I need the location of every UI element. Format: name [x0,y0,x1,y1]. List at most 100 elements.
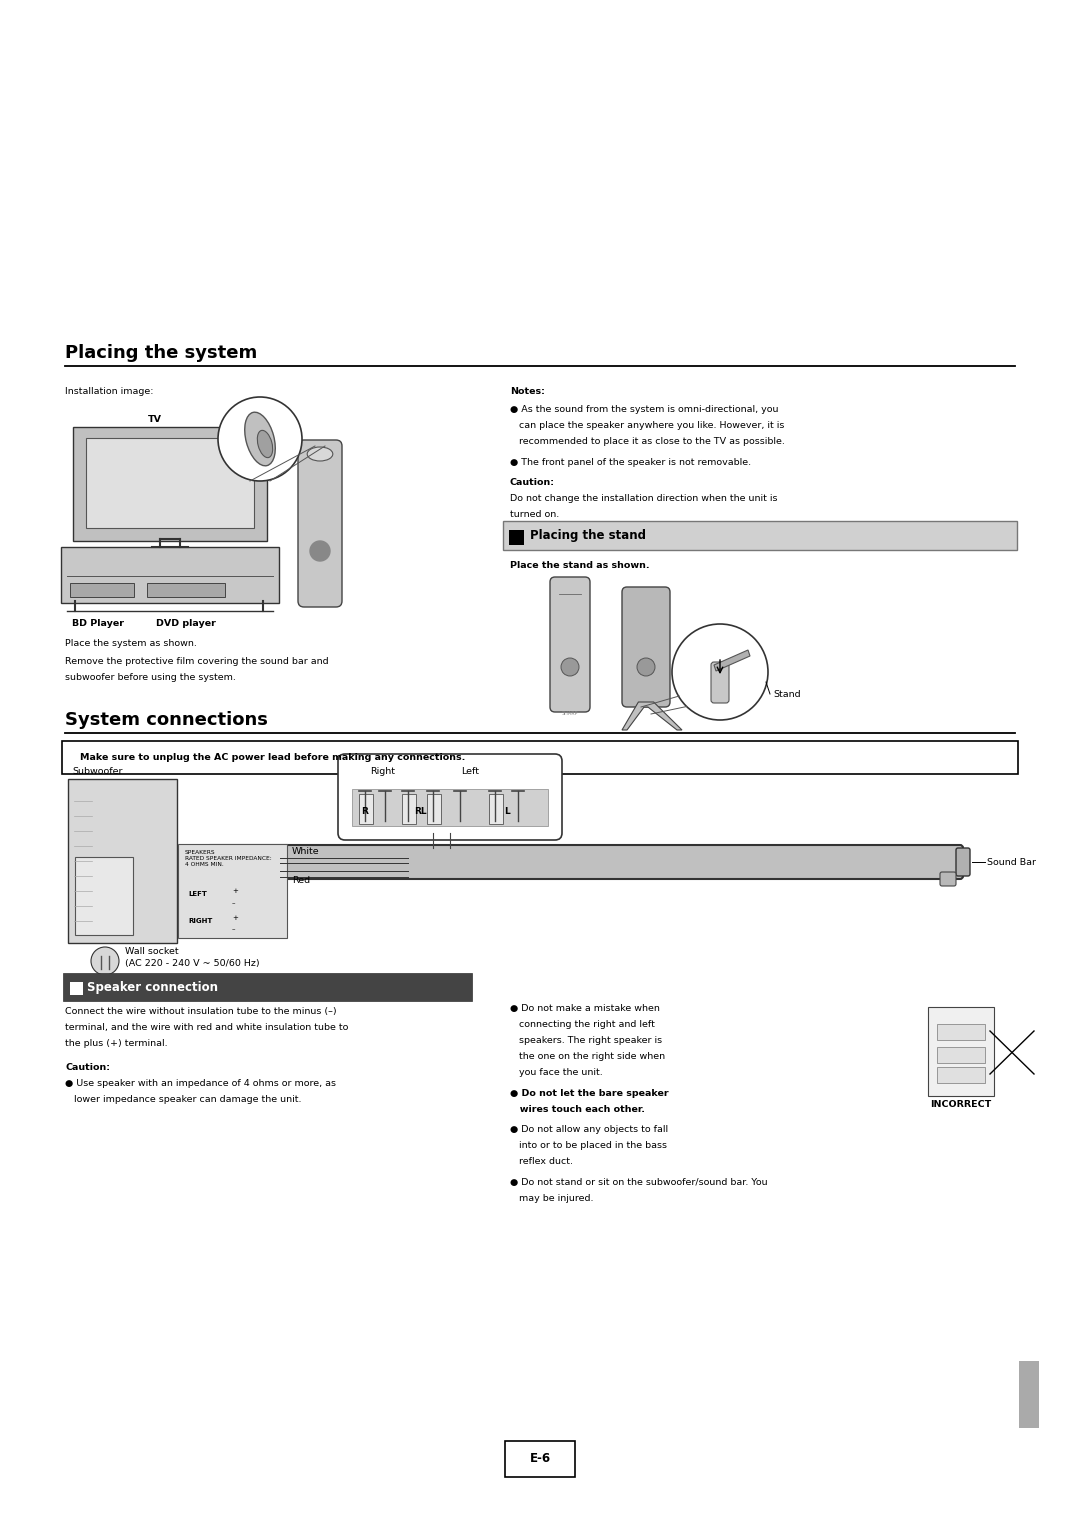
FancyBboxPatch shape [505,1441,575,1477]
Text: ● Do not let the bare speaker: ● Do not let the bare speaker [510,1089,669,1098]
Text: RL: RL [414,806,427,815]
Text: DVD player: DVD player [157,618,216,628]
Text: ● Do not stand or sit on the subwoofer/sound bar. You: ● Do not stand or sit on the subwoofer/s… [510,1179,768,1186]
Text: Speaker connection: Speaker connection [87,980,218,994]
Ellipse shape [307,447,333,461]
FancyBboxPatch shape [937,1025,985,1040]
Text: LEFT: LEFT [188,890,207,896]
Text: Stand: Stand [773,690,800,698]
FancyBboxPatch shape [86,438,254,528]
FancyBboxPatch shape [214,872,230,886]
Text: terminal, and the wire with red and white insulation tube to: terminal, and the wire with red and whit… [65,1023,349,1032]
FancyBboxPatch shape [509,530,524,545]
Text: can place the speaker anywhere you like. However, it is: can place the speaker anywhere you like.… [510,420,784,429]
FancyBboxPatch shape [70,583,134,597]
Text: Left: Left [461,767,480,776]
FancyBboxPatch shape [402,794,416,825]
FancyBboxPatch shape [711,663,729,702]
Text: Connect the wire without insulation tube to the minus (–): Connect the wire without insulation tube… [65,1006,337,1015]
FancyBboxPatch shape [352,789,548,826]
FancyBboxPatch shape [298,440,342,608]
Circle shape [672,625,768,721]
FancyBboxPatch shape [60,547,279,603]
FancyBboxPatch shape [503,521,1017,550]
FancyBboxPatch shape [937,1048,985,1063]
FancyBboxPatch shape [937,1067,985,1083]
Text: connecting the right and left: connecting the right and left [510,1020,654,1029]
FancyBboxPatch shape [178,844,287,938]
Text: SHARP: SHARP [562,712,578,716]
Text: into or to be placed in the bass: into or to be placed in the bass [510,1141,667,1150]
FancyBboxPatch shape [63,973,472,1002]
Text: speakers. The right speaker is: speakers. The right speaker is [510,1035,662,1044]
Text: Place the stand as shown.: Place the stand as shown. [510,560,650,570]
FancyBboxPatch shape [68,779,177,944]
Text: SPEAKERS
RATED SPEAKER IMPEDANCE:
4 OHMS MIN.: SPEAKERS RATED SPEAKER IMPEDANCE: 4 OHMS… [185,851,272,867]
Text: subwoofer before using the system.: subwoofer before using the system. [65,673,235,683]
Polygon shape [622,702,681,730]
Text: INCORRECT: INCORRECT [930,1099,991,1109]
Text: R: R [362,806,368,815]
Polygon shape [714,651,750,670]
Text: Notes:: Notes: [510,386,545,395]
Text: Subwoofer: Subwoofer [72,767,122,776]
FancyBboxPatch shape [73,428,267,541]
FancyBboxPatch shape [62,741,1018,774]
Text: Wall socket
(AC 220 - 240 V ~ 50/60 Hz): Wall socket (AC 220 - 240 V ~ 50/60 Hz) [125,947,259,968]
FancyBboxPatch shape [427,794,441,825]
Text: –: – [232,899,235,906]
Text: you face the unit.: you face the unit. [510,1067,603,1077]
Text: Installation image:: Installation image: [65,386,153,395]
Text: ● Do not make a mistake when: ● Do not make a mistake when [510,1003,660,1012]
FancyBboxPatch shape [550,577,590,712]
Text: White: White [292,847,320,857]
Text: Right: Right [370,767,395,776]
FancyBboxPatch shape [956,847,970,876]
Ellipse shape [245,412,275,466]
Text: Place the system as shown.: Place the system as shown. [65,638,197,647]
Text: may be injured.: may be injured. [510,1194,594,1203]
Text: Placing the system: Placing the system [65,344,257,362]
Text: RIGHT: RIGHT [188,918,213,924]
Text: Sound Bar: Sound Bar [987,858,1036,866]
Text: L: L [504,806,510,815]
Text: E-6: E-6 [529,1452,551,1466]
Text: the one on the right side when: the one on the right side when [510,1052,665,1061]
Text: ● As the sound from the system is omni-directional, you: ● As the sound from the system is omni-d… [510,405,779,414]
Text: ● Use speaker with an impedance of 4 ohms or more, as: ● Use speaker with an impedance of 4 ohm… [65,1080,336,1089]
Ellipse shape [257,431,272,458]
FancyBboxPatch shape [359,794,373,825]
Text: Remove the protective film covering the sound bar and: Remove the protective film covering the … [65,657,328,666]
Text: Make sure to unplug the AC power lead before making any connections.: Make sure to unplug the AC power lead be… [80,753,465,762]
Text: ● The front panel of the speaker is not removable.: ● The front panel of the speaker is not … [510,458,751,467]
FancyBboxPatch shape [940,872,956,886]
FancyBboxPatch shape [338,754,562,840]
FancyBboxPatch shape [622,586,670,707]
Text: Placing the stand: Placing the stand [530,530,646,542]
Text: turned on.: turned on. [510,510,559,519]
FancyBboxPatch shape [1020,1361,1039,1428]
Text: Do not change the installation direction when the unit is: Do not change the installation direction… [510,495,778,504]
Circle shape [637,658,654,676]
Text: recommended to place it as close to the TV as possible.: recommended to place it as close to the … [510,437,785,446]
Text: –: – [232,925,235,931]
Circle shape [310,541,330,560]
Text: BD Player: BD Player [72,618,124,628]
Text: ● Do not allow any objects to fall: ● Do not allow any objects to fall [510,1125,669,1135]
Text: Red: Red [292,876,310,886]
Text: lower impedance speaker can damage the unit.: lower impedance speaker can damage the u… [65,1095,301,1104]
FancyBboxPatch shape [928,1006,994,1096]
FancyBboxPatch shape [70,982,83,996]
Text: Caution:: Caution: [510,478,555,487]
FancyBboxPatch shape [147,583,225,597]
Text: wires touch each other.: wires touch each other. [510,1104,645,1113]
FancyBboxPatch shape [75,857,133,935]
Circle shape [91,947,119,976]
FancyBboxPatch shape [207,844,963,880]
FancyBboxPatch shape [200,847,214,876]
Text: +: + [232,889,238,893]
Text: System connections: System connections [65,712,268,728]
Circle shape [561,658,579,676]
Text: reflex duct.: reflex duct. [510,1157,573,1167]
Text: the plus (+) terminal.: the plus (+) terminal. [65,1038,167,1048]
